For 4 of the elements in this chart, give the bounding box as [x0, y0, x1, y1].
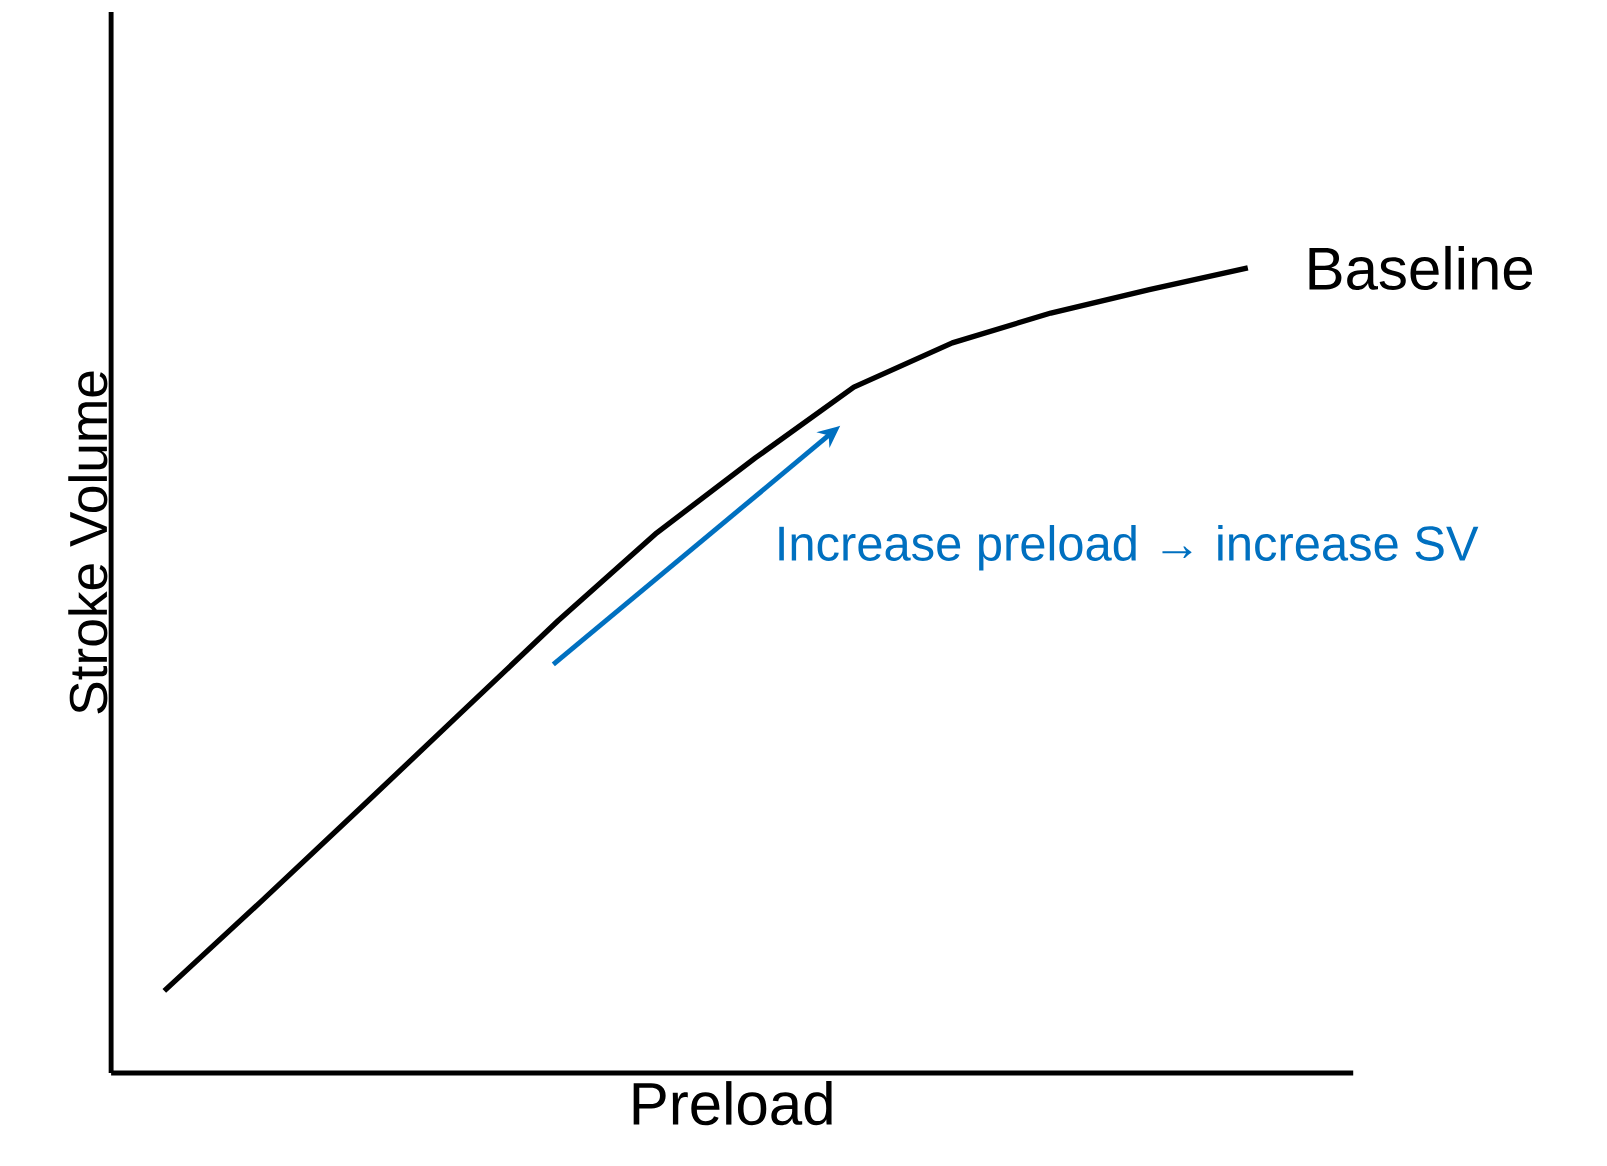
annotation: Increase preload → increase SV [779, 524, 1479, 571]
y-axis-title: Stroke Volume [68, 371, 108, 714]
x-axis-title: Preload [633, 1081, 832, 1126]
series-label: Baseline [1309, 245, 1533, 290]
